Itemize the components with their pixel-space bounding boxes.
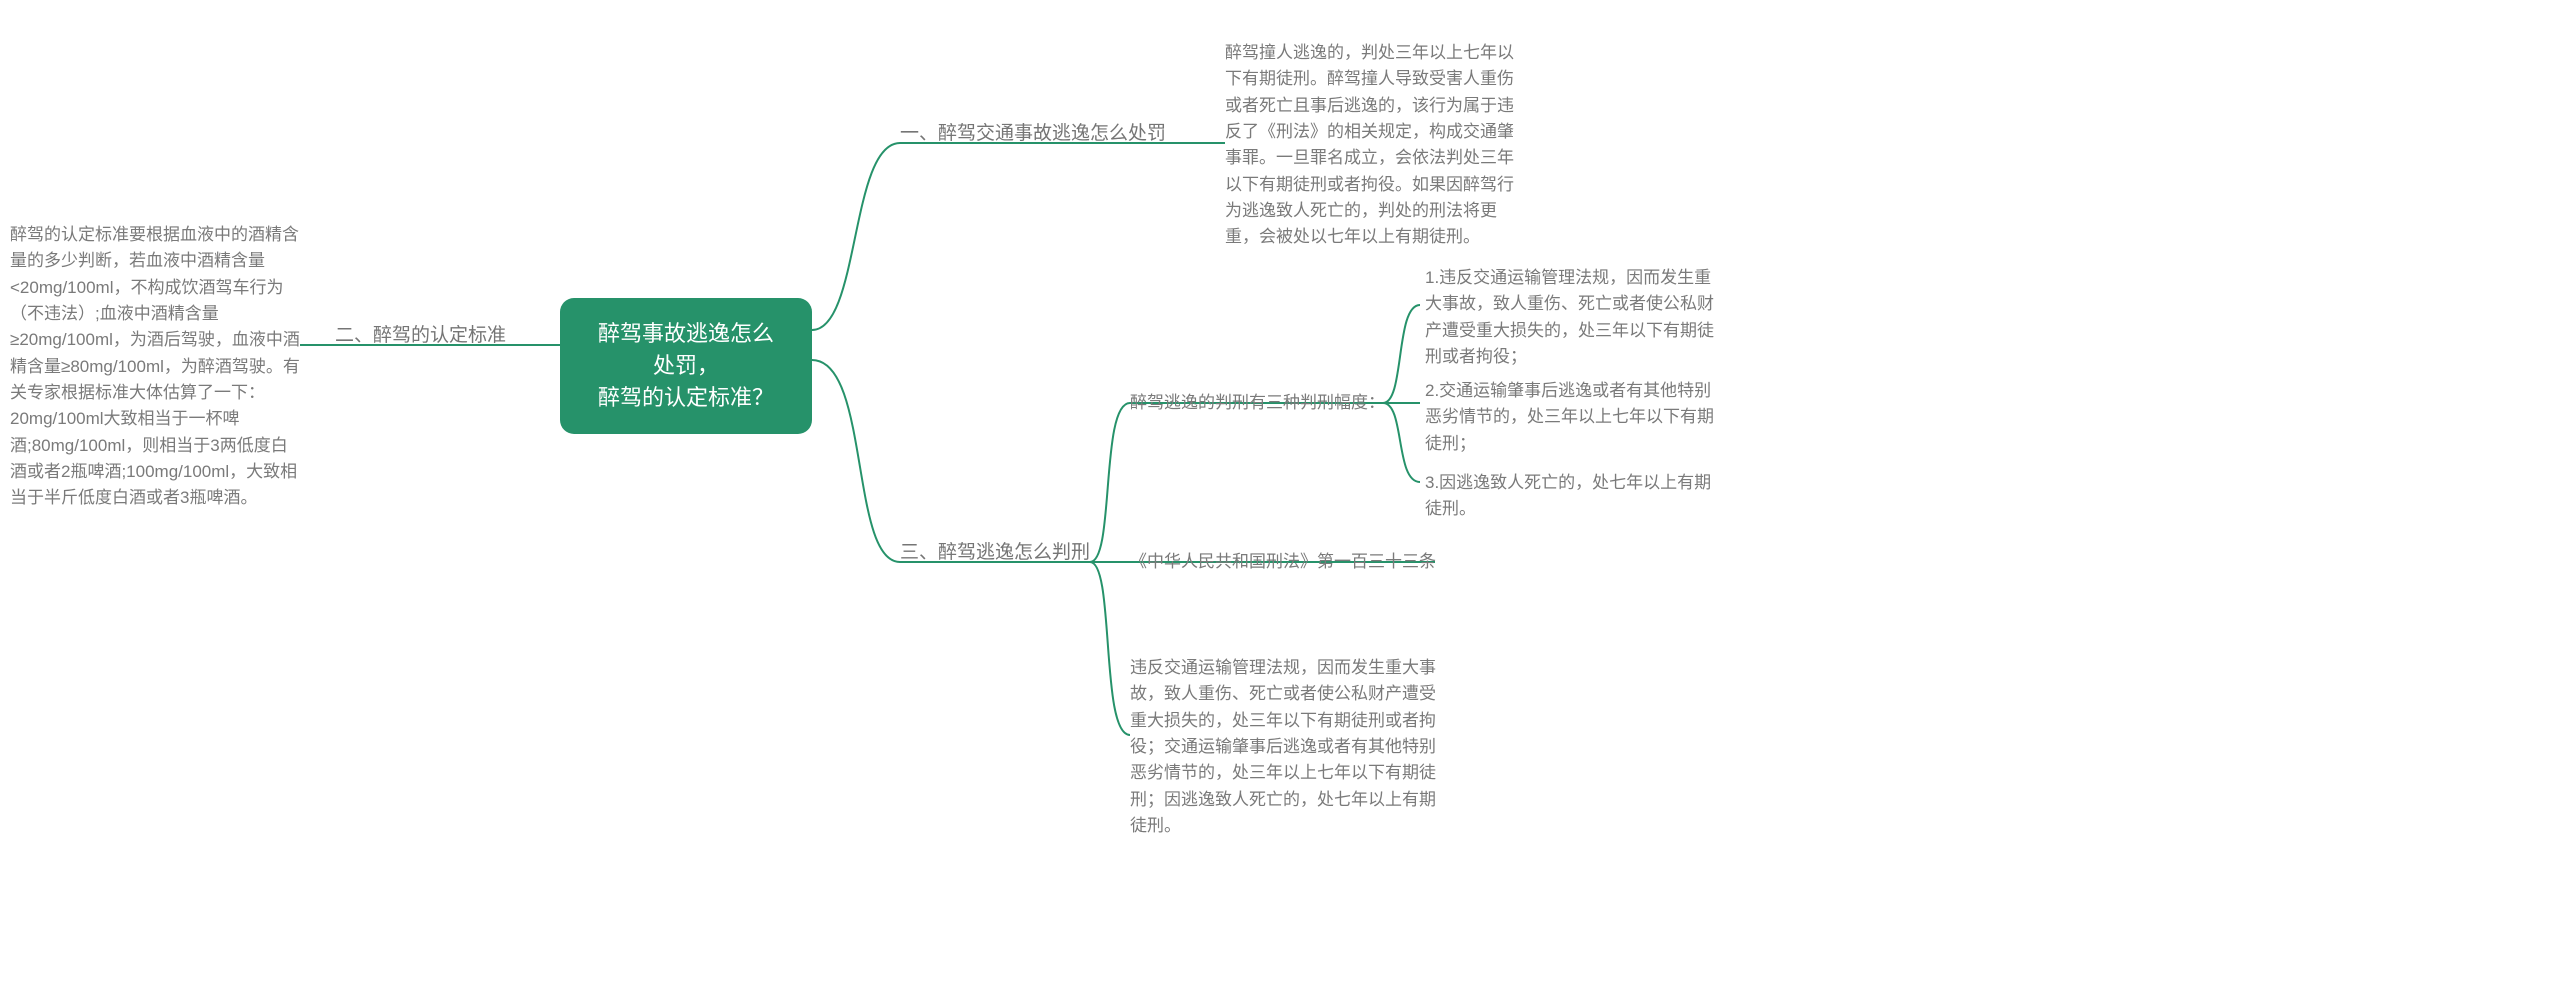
- root-line1: 醉驾事故逃逸怎么处罚，: [598, 321, 774, 378]
- root-node: 醉驾事故逃逸怎么处罚， 醉驾的认定标准？: [560, 298, 812, 434]
- branch1-text: 醉驾撞人逃逸的，判处三年以上七年以下有期徒刑。醉驾撞人导致受害人重伤或者死亡且事…: [1225, 40, 1525, 251]
- branch2-title: 二、醉驾的认定标准: [335, 321, 506, 350]
- branch1-title: 一、醉驾交通事故逃逸怎么处罚: [900, 119, 1166, 148]
- branch2-text: 醉驾的认定标准要根据血液中的酒精含量的多少判断，若血液中酒精含量<20mg/10…: [10, 222, 300, 512]
- branch3-sub1-item3: 3.因逃逸致人死亡的，处七年以上有期徒刑。: [1425, 470, 1725, 523]
- branch3-sub1-item2: 2.交通运输肇事后逃逸或者有其他特别恶劣情节的，处三年以上七年以下有期徒刑；: [1425, 378, 1725, 457]
- branch3-title: 三、醉驾逃逸怎么判刑: [900, 538, 1090, 567]
- branch3-sub1-item1: 1.违反交通运输管理法规，因而发生重大事故，致人重伤、死亡或者使公私财产遭受重大…: [1425, 265, 1725, 370]
- branch3-sub1-title: 醉驾逃逸的判刑有三种判刑幅度：: [1130, 390, 1385, 416]
- root-line2: 醉驾的认定标准？: [598, 385, 774, 410]
- branch3-sub3: 违反交通运输管理法规，因而发生重大事故，致人重伤、死亡或者使公私财产遭受重大损失…: [1130, 655, 1440, 839]
- branch3-sub2: 《中华人民共和国刑法》第一百三十三条: [1130, 549, 1436, 575]
